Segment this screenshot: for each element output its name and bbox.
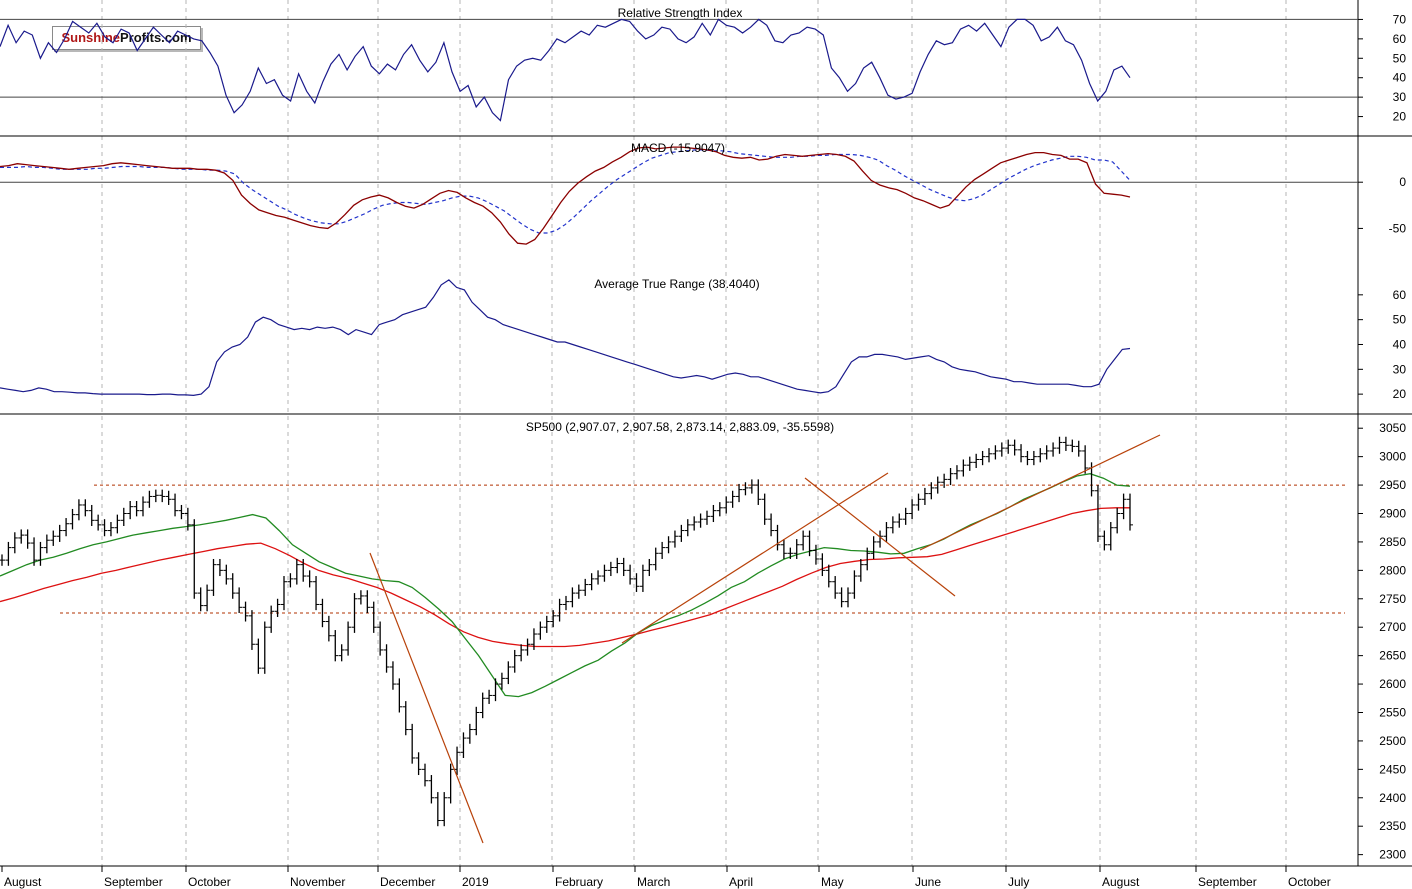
x-axis-month-label: February xyxy=(555,875,603,889)
atr-tick-label: 60 xyxy=(1393,288,1407,302)
sp500-tick-label: 2950 xyxy=(1379,478,1406,492)
x-axis-month-label: August xyxy=(1102,875,1140,889)
x-axis-month-label: October xyxy=(188,875,231,889)
atr-tick-label: 20 xyxy=(1393,387,1407,401)
sp500-tick-label: 2450 xyxy=(1379,762,1406,776)
macd-line xyxy=(0,146,1131,245)
x-axis-month-label: July xyxy=(1008,875,1029,889)
sp500-tick-label: 2400 xyxy=(1379,791,1406,805)
x-axis-month-label: August xyxy=(4,875,42,889)
atr-tick-label: 40 xyxy=(1393,337,1407,351)
ma200-line xyxy=(0,507,1130,648)
sp500-tick-label: 2700 xyxy=(1379,620,1406,634)
x-axis-month-label: 2019 xyxy=(462,875,489,889)
sp500-tick-label: 2850 xyxy=(1379,535,1406,549)
atr-tick-label: 50 xyxy=(1393,313,1407,327)
x-axis-month-label: September xyxy=(1198,875,1257,889)
rsi-title: Relative Strength Index xyxy=(618,6,743,20)
rsi-tick-label: 40 xyxy=(1393,71,1407,85)
trend-line xyxy=(621,472,889,644)
trend-line xyxy=(369,552,484,844)
sp500-tick-label: 2600 xyxy=(1379,677,1406,691)
x-axis-month-label: March xyxy=(637,875,670,889)
macd-signal-line xyxy=(0,149,1131,234)
macd-title: MACD (-15.9047) xyxy=(631,141,725,155)
atr-tick-label: 30 xyxy=(1393,362,1407,376)
sp500-tick-label: 2550 xyxy=(1379,705,1406,719)
sunshine-profits-logo: SunshineProfits.com xyxy=(52,26,201,50)
macd-tick-label: 0 xyxy=(1399,175,1406,189)
sp500-tick-label: 2350 xyxy=(1379,819,1406,833)
x-axis-month-label: May xyxy=(821,875,844,889)
macd-tick-label: -50 xyxy=(1389,221,1407,235)
atr-title: Average True Range (38.4040) xyxy=(594,277,759,291)
ma50-line xyxy=(0,473,1131,698)
sp500-title: SP500 (2,907.07, 2,907.58, 2,873.14, 2,8… xyxy=(526,420,834,434)
sp500-tick-label: 2750 xyxy=(1379,592,1406,606)
rsi-tick-label: 20 xyxy=(1393,110,1407,124)
x-axis-month-label: April xyxy=(729,875,753,889)
rsi-line xyxy=(0,18,1131,122)
x-axis-month-label: June xyxy=(915,875,941,889)
sp500-tick-label: 3050 xyxy=(1379,421,1406,435)
sp500-tick-label: 2900 xyxy=(1379,506,1406,520)
x-axis-month-label: October xyxy=(1288,875,1331,889)
x-axis-month-label: November xyxy=(290,875,345,889)
sp500-tick-label: 2800 xyxy=(1379,563,1406,577)
x-axis-month-label: December xyxy=(380,875,435,889)
rsi-tick-label: 60 xyxy=(1393,32,1407,46)
sp500-tick-label: 3000 xyxy=(1379,450,1406,464)
atr-line xyxy=(0,279,1131,397)
sp500-tick-label: 2300 xyxy=(1379,848,1406,862)
rsi-tick-label: 50 xyxy=(1393,51,1407,65)
trend-line xyxy=(804,477,956,597)
sp500-tick-label: 2500 xyxy=(1379,734,1406,748)
x-axis-month-label: September xyxy=(104,875,163,889)
trend-line xyxy=(919,434,1161,551)
rsi-tick-label: 70 xyxy=(1393,12,1407,26)
sp500-tick-label: 2650 xyxy=(1379,649,1406,663)
rsi-tick-label: 30 xyxy=(1393,90,1407,104)
